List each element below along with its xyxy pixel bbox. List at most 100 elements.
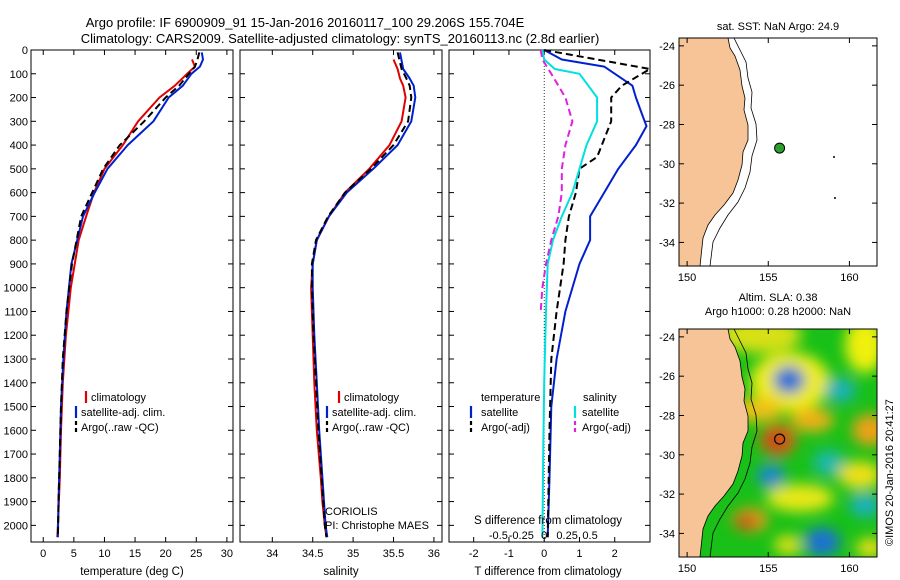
s-tick-label: 0 [541,530,547,542]
salinity-legend: climatology satellite-adj. clim. Argo(..… [325,391,416,434]
legend-t-satellite: satellite [481,407,518,419]
sla-map-title-line2: Argo h1000: 0.28 h2000: NaN [705,306,851,318]
y-tick-label: 700 [10,211,28,223]
y-tick-label: 1500 [4,402,28,414]
y-tick-label: 200 [10,93,28,105]
sla-map-title-line1: Altim. SLA: 0.38 [739,292,818,304]
sst-map-frame [678,37,878,267]
y-tick-label: 0 [22,45,28,57]
x-tick-label: 35 [347,548,359,560]
imos-credit: ©IMOS 20-Jan-2016 20:41:27 [884,399,896,546]
y-tick-label: 1100 [4,306,28,318]
depth-contour [709,329,758,557]
x-tick-label: 2 [612,548,618,560]
x-tick-label: 30 [221,548,233,560]
x-tick-label: 15 [129,548,141,560]
y-tick-label: 500 [10,164,28,176]
legend-s-satellite: satellite [582,407,619,419]
y-tick-label: 1800 [4,473,28,485]
legend-satellite-adj: satellite-adj. clim. [81,407,165,419]
y-tick-label: -34 [659,237,675,249]
series-line-salinity-argo-adj- [539,49,574,312]
argo-position-marker [773,433,786,445]
x-tick-label: 25 [190,548,202,560]
series-line-satellite-adj-clim- [56,52,204,538]
y-tick-label: -34 [659,528,675,540]
y-tick-label: 1600 [4,425,28,437]
x-tick-label: 155 [759,272,777,284]
s-tick-label: -0.5 [489,530,508,542]
island-dot [833,156,835,158]
salinity-plot-frame [239,49,443,543]
legend-salinity-title: salinity [583,392,617,404]
y-tick-label: 900 [10,259,28,271]
y-tick-label: 800 [10,235,28,247]
x-tick-label: 35.5 [383,548,404,560]
y-tick-label: -24 [659,332,675,344]
x-tick-label: 10 [98,548,110,560]
island-dot [834,197,836,199]
page-title-line1: Argo profile: IF 6900909_91 15-Jan-2016 … [86,15,525,30]
x-tick-label: 160 [840,563,858,575]
s-difference-label: S difference from climatology [474,515,622,527]
x-tick-label: 5 [71,548,77,560]
y-tick-label: -28 [659,119,675,131]
y-tick-label: 300 [10,116,28,128]
legend-argo: Argo(..raw -QC) [332,422,410,434]
salinity-panel: 34 34.5 35 35.5 36 salinity climatology sate… [239,49,443,578]
y-tick-label: 2000 [4,520,28,532]
x-tick-label: -1 [504,548,514,560]
x-tick-label: 36 [428,548,440,560]
y-tick-label: -26 [659,80,675,92]
y-tick-label: 1400 [4,378,28,390]
legend-climatology: climatology [344,392,400,404]
s-tick-label: 0.25 [556,530,577,542]
x-tick-label: -2 [469,548,479,560]
y-tick-label: -32 [659,198,675,210]
pi-label: PI: Christophe MAES [325,520,429,532]
sla-map-frame [678,328,878,558]
land-mass [679,38,749,266]
difference-panel: -2 -1 0 1 2 -0.5 -0.25 0 0.25 0.5 S difference f… [448,49,651,578]
y-tick-label: -32 [659,489,675,501]
legend-argo: Argo(..raw -QC) [81,422,159,434]
sla-field [679,329,877,557]
x-tick-label: 150 [678,272,696,284]
y-tick-label: -26 [659,371,675,383]
series-line-argo-raw-qc- [310,52,413,538]
temperature-panel: 0 5 10 15 20 25 30 0 100 200 300 400 500 600 700 800 90… [4,45,234,578]
x-tick-label: 160 [840,272,858,284]
y-tick-label: 1300 [4,354,28,366]
y-tick-label: 100 [10,69,28,81]
series-line-salinity-satellite [541,49,599,538]
sst-map: sat. SST: NaN Argo: 24.9 150 155 160 -24 -2… [659,21,878,284]
legend-t-argo: Argo(-adj) [481,422,530,434]
series-line-argo-raw-qc- [56,52,201,538]
legend-satellite-adj: satellite-adj. clim. [332,407,416,419]
y-tick-label: -24 [659,41,675,53]
x-tick-label: 34 [266,548,278,560]
x-tick-label: 0 [40,548,46,560]
x-tick-label: 20 [160,548,172,560]
page-title-line2: Climatology: CARS2009. Satellite-adjuste… [81,31,600,46]
s-tick-label: 0.5 [582,530,597,542]
x-tick-label: 1 [576,548,582,560]
y-tick-label: -30 [659,450,675,462]
coriolis-label: CORIOLIS [325,506,378,518]
y-tick-label: -28 [659,410,675,422]
difference-legend: temperature salinity satellite Argo(-adj… [469,392,631,434]
sla-map: Altim. SLA: 0.38 Argo h1000: 0.28 h2000:… [659,292,896,575]
x-tick-label: 34.5 [302,548,323,560]
y-tick-label: 1000 [4,283,28,295]
salinity-xlabel: salinity [323,566,358,578]
x-tick-label: 155 [759,563,777,575]
y-tick-label: 1200 [4,330,28,342]
y-tick-label: 400 [10,140,28,152]
temperature-xlabel: temperature (deg C) [80,566,184,578]
y-tick-label: -30 [659,159,675,171]
legend-climatology: climatology [91,392,147,404]
argo-position-marker [774,142,786,154]
y-tick-label: 1900 [4,497,28,509]
legend-temperature-title: temperature [481,392,540,404]
temperature-legend: climatology satellite-adj. clim. Argo(..… [74,391,165,434]
